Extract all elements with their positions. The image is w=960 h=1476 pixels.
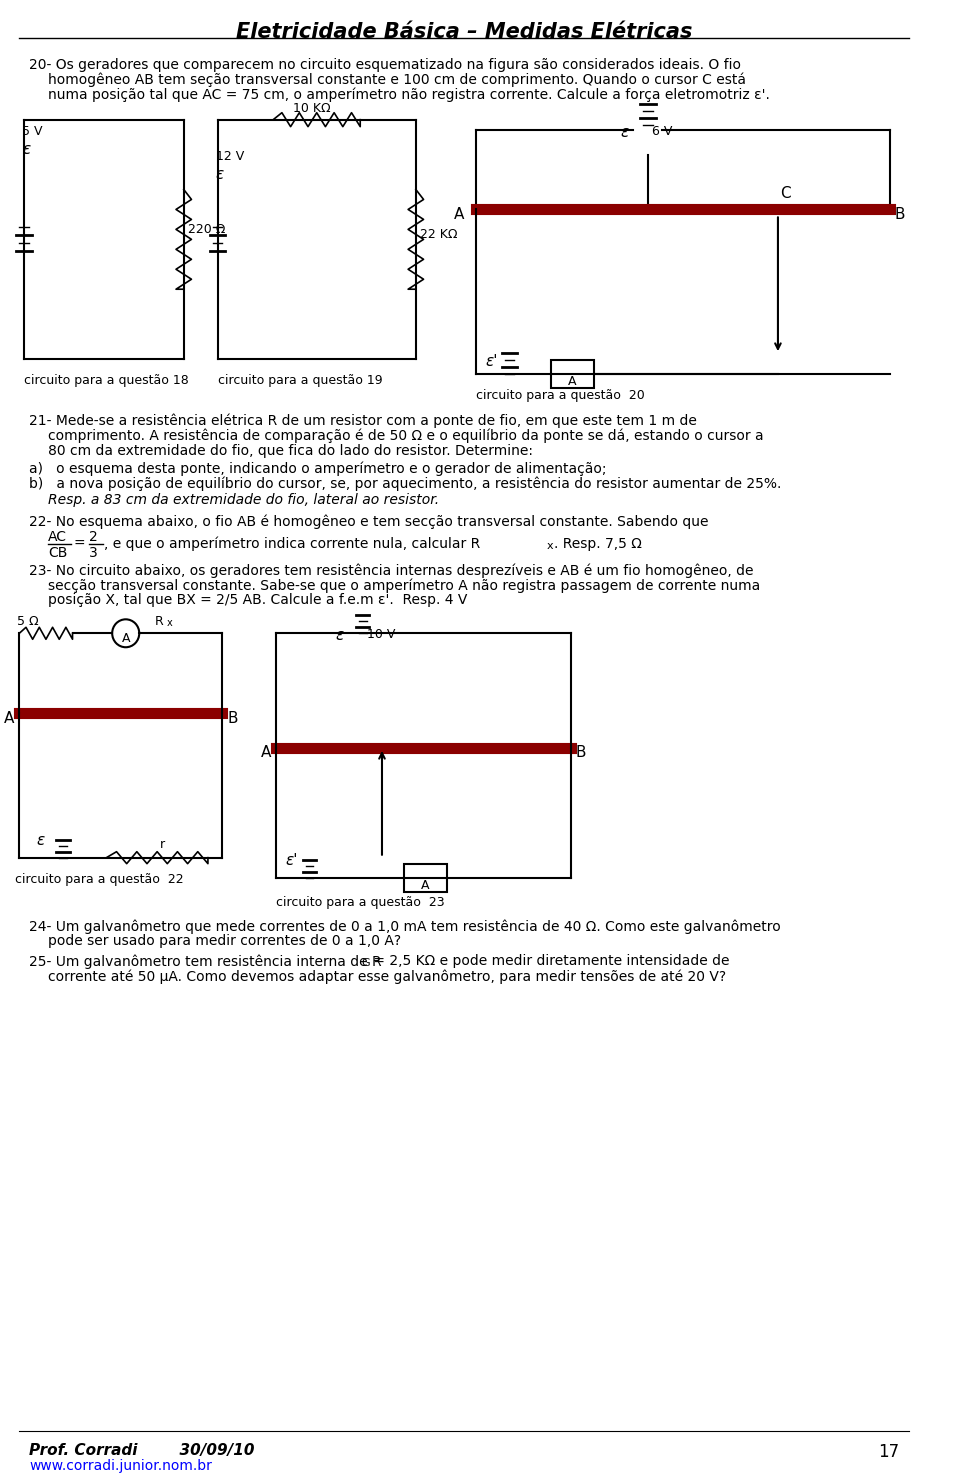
Text: G: G — [362, 958, 371, 968]
Text: posição X, tal que BX = 2/5 AB. Calcule a f.e.m ε'.  Resp. 4 V: posição X, tal que BX = 2/5 AB. Calcule … — [48, 593, 468, 608]
Text: B: B — [895, 207, 905, 221]
Text: 2: 2 — [89, 530, 98, 543]
Text: A: A — [122, 632, 130, 645]
Text: homogêneo AB tem seção transversal constante e 100 cm de comprimento. Quando o c: homogêneo AB tem seção transversal const… — [48, 72, 746, 87]
Text: Resp. a 83 cm da extremidade do fio, lateral ao resistor.: Resp. a 83 cm da extremidade do fio, lat… — [48, 493, 440, 506]
Text: comprimento. A resistência de comparação é de 50 Ω e o equilíbrio da ponte se dá: comprimento. A resistência de comparação… — [48, 430, 764, 443]
Text: circuito para a questão 18: circuito para a questão 18 — [24, 373, 189, 387]
Text: 22- No esquema abaixo, o fio AB é homogêneo e tem secção transversal constante. : 22- No esquema abaixo, o fio AB é homogê… — [29, 515, 708, 528]
Text: B: B — [575, 745, 586, 760]
Text: R: R — [155, 615, 163, 629]
Text: 17: 17 — [878, 1444, 900, 1461]
Text: 10 V: 10 V — [368, 629, 396, 641]
Text: numa posição tal que AC = 75 cm, o amperímetro não registra corrente. Calcule a : numa posição tal que AC = 75 cm, o amper… — [48, 87, 770, 102]
Text: ε: ε — [36, 832, 45, 847]
Text: =: = — [74, 537, 85, 551]
Text: 3: 3 — [89, 546, 98, 559]
Text: C: C — [780, 186, 790, 201]
Text: secção transversal constante. Sabe-se que o amperímetro A não registra passagem : secção transversal constante. Sabe-se qu… — [48, 579, 760, 593]
Text: Eletricidade Básica – Medidas Elétricas: Eletricidade Básica – Medidas Elétricas — [236, 22, 692, 41]
Text: b)   a nova posição de equilíbrio do cursor, se, por aquecimento, a resistência : b) a nova posição de equilíbrio do curso… — [29, 477, 781, 492]
Bar — [551, 360, 594, 388]
Text: 6 V: 6 V — [652, 124, 672, 137]
Text: A: A — [260, 745, 271, 760]
Text: www.corradi.junior.nom.br: www.corradi.junior.nom.br — [29, 1460, 212, 1473]
Text: , e que o amperímetro indica corrente nula, calcular R: , e que o amperímetro indica corrente nu… — [105, 537, 481, 551]
Text: pode ser usado para medir correntes de 0 a 1,0 A?: pode ser usado para medir correntes de 0… — [48, 934, 401, 949]
Text: 12 V: 12 V — [216, 149, 244, 162]
Text: 80 cm da extremidade do fio, que fica do lado do resistor. Determine:: 80 cm da extremidade do fio, que fica do… — [48, 444, 534, 458]
Text: circuito para a questão  23: circuito para a questão 23 — [276, 896, 444, 909]
Text: A: A — [421, 880, 430, 892]
Text: B: B — [228, 710, 238, 726]
Text: a)   o esquema desta ponte, indicando o amperímetro e o gerador de alimentação;: a) o esquema desta ponte, indicando o am… — [29, 462, 607, 477]
Text: Prof. Corradi        30/09/10: Prof. Corradi 30/09/10 — [29, 1444, 254, 1458]
Text: . Resp. 7,5 Ω: . Resp. 7,5 Ω — [554, 537, 642, 551]
Text: 21- Mede-se a resistência elétrica R de um resistor com a ponte de fio, em que e: 21- Mede-se a resistência elétrica R de … — [29, 413, 697, 428]
Text: 220 Ω: 220 Ω — [187, 223, 225, 236]
Text: circuito para a questão  22: circuito para a questão 22 — [14, 872, 183, 886]
Text: A: A — [4, 710, 14, 726]
Text: A: A — [454, 207, 465, 221]
Text: 5 Ω: 5 Ω — [17, 615, 39, 629]
Text: x: x — [166, 618, 172, 629]
Text: 23- No circuito abaixo, os geradores tem resistência internas desprezíveis e AB : 23- No circuito abaixo, os geradores tem… — [29, 564, 754, 579]
Text: ε': ε' — [486, 354, 498, 369]
Text: circuito para a questão  20: circuito para a questão 20 — [476, 390, 644, 401]
Text: 10 KΩ: 10 KΩ — [293, 102, 330, 115]
Text: ε: ε — [620, 124, 629, 140]
Text: 5 V: 5 V — [22, 124, 43, 137]
Bar — [404, 863, 446, 892]
Text: 25- Um galvanômetro tem resistência interna de R: 25- Um galvanômetro tem resistência inte… — [29, 955, 382, 968]
Text: circuito para a questão 19: circuito para a questão 19 — [218, 373, 382, 387]
Text: corrente até 50 μA. Como devemos adaptar esse galvanômetro, para medir tensões d: corrente até 50 μA. Como devemos adaptar… — [48, 970, 727, 984]
Text: AC: AC — [48, 530, 67, 543]
Text: ε': ε' — [285, 853, 298, 868]
Text: A: A — [568, 375, 577, 388]
Text: 24- Um galvanômetro que mede correntes de 0 a 1,0 mA tem resistência de 40 Ω. Co: 24- Um galvanômetro que mede correntes d… — [29, 920, 780, 934]
Text: CB: CB — [48, 546, 68, 559]
Text: ε: ε — [216, 167, 224, 182]
Text: ε: ε — [336, 629, 344, 644]
Text: 20- Os geradores que comparecem no circuito esquematizado na figura são consider: 20- Os geradores que comparecem no circu… — [29, 58, 741, 72]
Text: x: x — [546, 540, 553, 551]
Text: 22 KΩ: 22 KΩ — [420, 227, 457, 241]
Text: ε: ε — [22, 142, 31, 156]
Text: r: r — [159, 838, 165, 850]
Text: = 2,5 KΩ e pode medir diretamente intensidade de: = 2,5 KΩ e pode medir diretamente intens… — [370, 955, 730, 968]
